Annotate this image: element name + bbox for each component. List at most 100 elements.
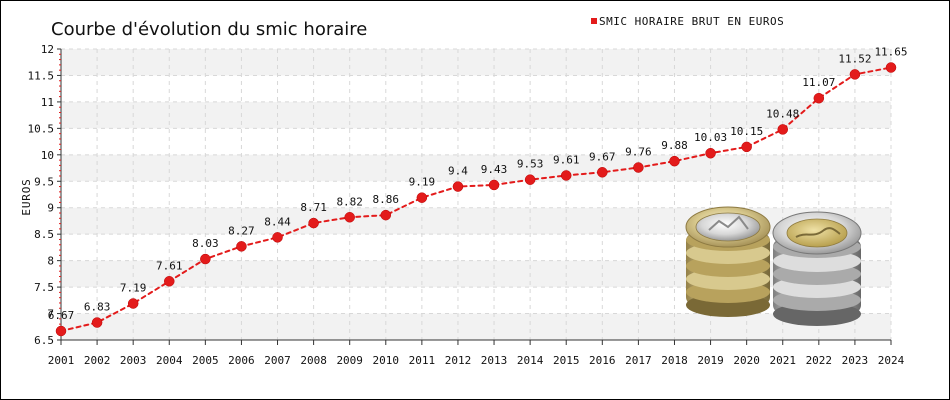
data-point	[380, 209, 392, 221]
data-point	[308, 217, 319, 229]
x-tick-label: 2001	[48, 354, 75, 367]
legend-swatch	[591, 18, 597, 24]
x-tick-label: 2016	[589, 354, 616, 367]
data-point	[416, 192, 428, 203]
data-point	[597, 167, 608, 178]
data-label: 11.65	[874, 46, 907, 59]
data-label: 9.88	[661, 139, 688, 152]
data-label: 10.48	[766, 107, 799, 120]
y-tick-label: 8.5	[34, 228, 54, 241]
chart-legend: SMIC HORAIRE BRUT EN EUROS	[591, 15, 784, 28]
data-point	[813, 92, 825, 104]
data-label: 8.03	[192, 237, 219, 250]
x-tick-label: 2023	[842, 354, 869, 367]
smic-series	[55, 62, 897, 337]
x-tick-label: 2019	[697, 354, 724, 367]
x-tick-label: 2021	[769, 354, 796, 367]
data-label: 7.19	[120, 281, 147, 294]
data-label: 9.76	[625, 146, 652, 159]
legend-label: SMIC HORAIRE BRUT EN EUROS	[599, 15, 784, 28]
x-tick-label: 2015	[553, 354, 580, 367]
y-tick-label: 8	[47, 255, 54, 268]
data-label: 11.07	[802, 76, 835, 89]
data-point	[236, 241, 247, 252]
x-tick-label: 2022	[806, 354, 833, 367]
data-point	[669, 155, 680, 167]
x-tick-label: 2018	[661, 354, 688, 367]
y-tick-label: 11.5	[28, 69, 55, 82]
y-tick-label: 6.5	[34, 334, 54, 347]
data-point	[705, 147, 716, 159]
data-label: 6.83	[84, 301, 111, 314]
x-tick-label: 2006	[228, 354, 255, 367]
plot-band	[61, 154, 891, 182]
data-point	[272, 232, 283, 243]
data-label: 10.03	[694, 131, 727, 144]
tick-labels: 6.5 7 7.5 8 8.5 9 9.5 10 10.5 11 11.5 12 2001 2002 200…	[28, 43, 905, 367]
data-label: 7.61	[156, 259, 183, 272]
x-tick-label: 2008	[300, 354, 327, 367]
x-tick-label: 2010	[373, 354, 400, 367]
plot-band	[61, 49, 891, 76]
x-tick-label: 2020	[733, 354, 760, 367]
y-tick-label: 12	[41, 43, 54, 56]
y-tick-label: 10	[41, 149, 54, 162]
data-label: 9.53	[517, 158, 544, 171]
data-label: 6.67	[48, 309, 75, 322]
x-tick-label: 2005	[192, 354, 219, 367]
data-label: 9.61	[553, 153, 580, 166]
x-tick-label: 2002	[84, 354, 111, 367]
x-tick-label: 2004	[156, 354, 183, 367]
data-label: 10.15	[730, 125, 763, 138]
x-tick-label: 2017	[625, 354, 652, 367]
data-point	[91, 317, 103, 328]
x-tick-label: 2009	[336, 354, 363, 367]
euro-coins-icon	[685, 206, 862, 326]
data-point	[741, 141, 752, 153]
data-point	[633, 162, 644, 173]
x-tick-label: 2013	[481, 354, 508, 367]
x-tick-label: 2003	[120, 354, 147, 367]
y-tick-label: 9	[47, 202, 54, 215]
data-point	[524, 174, 536, 185]
data-point	[200, 253, 211, 265]
data-labels: 6.67 6.83 7.19 7.61 8.03 8.27 8.44 8.71 8.82 8.86…	[48, 46, 908, 322]
data-label: 9.4	[448, 165, 468, 178]
plot-band	[61, 101, 891, 129]
data-point	[452, 181, 464, 192]
data-label: 9.43	[481, 163, 508, 176]
data-label: 11.52	[838, 52, 871, 65]
data-label: 8.82	[336, 195, 363, 208]
y-tick-label: 9.5	[34, 175, 54, 188]
data-point	[55, 325, 67, 337]
y-axis-label: EUROS	[20, 178, 33, 215]
gold-coin-stack	[685, 206, 771, 317]
data-point	[560, 170, 572, 181]
series-line	[60, 66, 892, 333]
chart-title: Courbe d'évolution du smic horaire	[51, 19, 367, 40]
y-tick-label: 10.5	[28, 122, 55, 135]
plot-axes	[57, 48, 892, 345]
data-label: 8.27	[228, 224, 255, 237]
silver-coin-stack	[772, 211, 862, 326]
data-point	[849, 69, 861, 80]
data-point	[344, 212, 355, 223]
y-tick-label: 7	[47, 308, 54, 321]
y-tick-label: 11	[41, 96, 54, 109]
data-label: 8.44	[264, 215, 291, 228]
x-tick-label: 2024	[878, 354, 905, 367]
data-label: 9.19	[409, 176, 436, 189]
data-point	[777, 124, 788, 135]
x-tick-label: 2014	[517, 354, 544, 367]
data-point	[127, 298, 139, 309]
data-label: 8.86	[373, 193, 400, 206]
x-tick-label: 2007	[264, 354, 291, 367]
data-label: 8.71	[300, 201, 327, 214]
data-label: 9.67	[589, 150, 616, 163]
data-point	[488, 179, 500, 191]
y-tick-label: 7.5	[34, 281, 54, 294]
x-tick-label: 2011	[409, 354, 436, 367]
data-point	[885, 62, 897, 73]
